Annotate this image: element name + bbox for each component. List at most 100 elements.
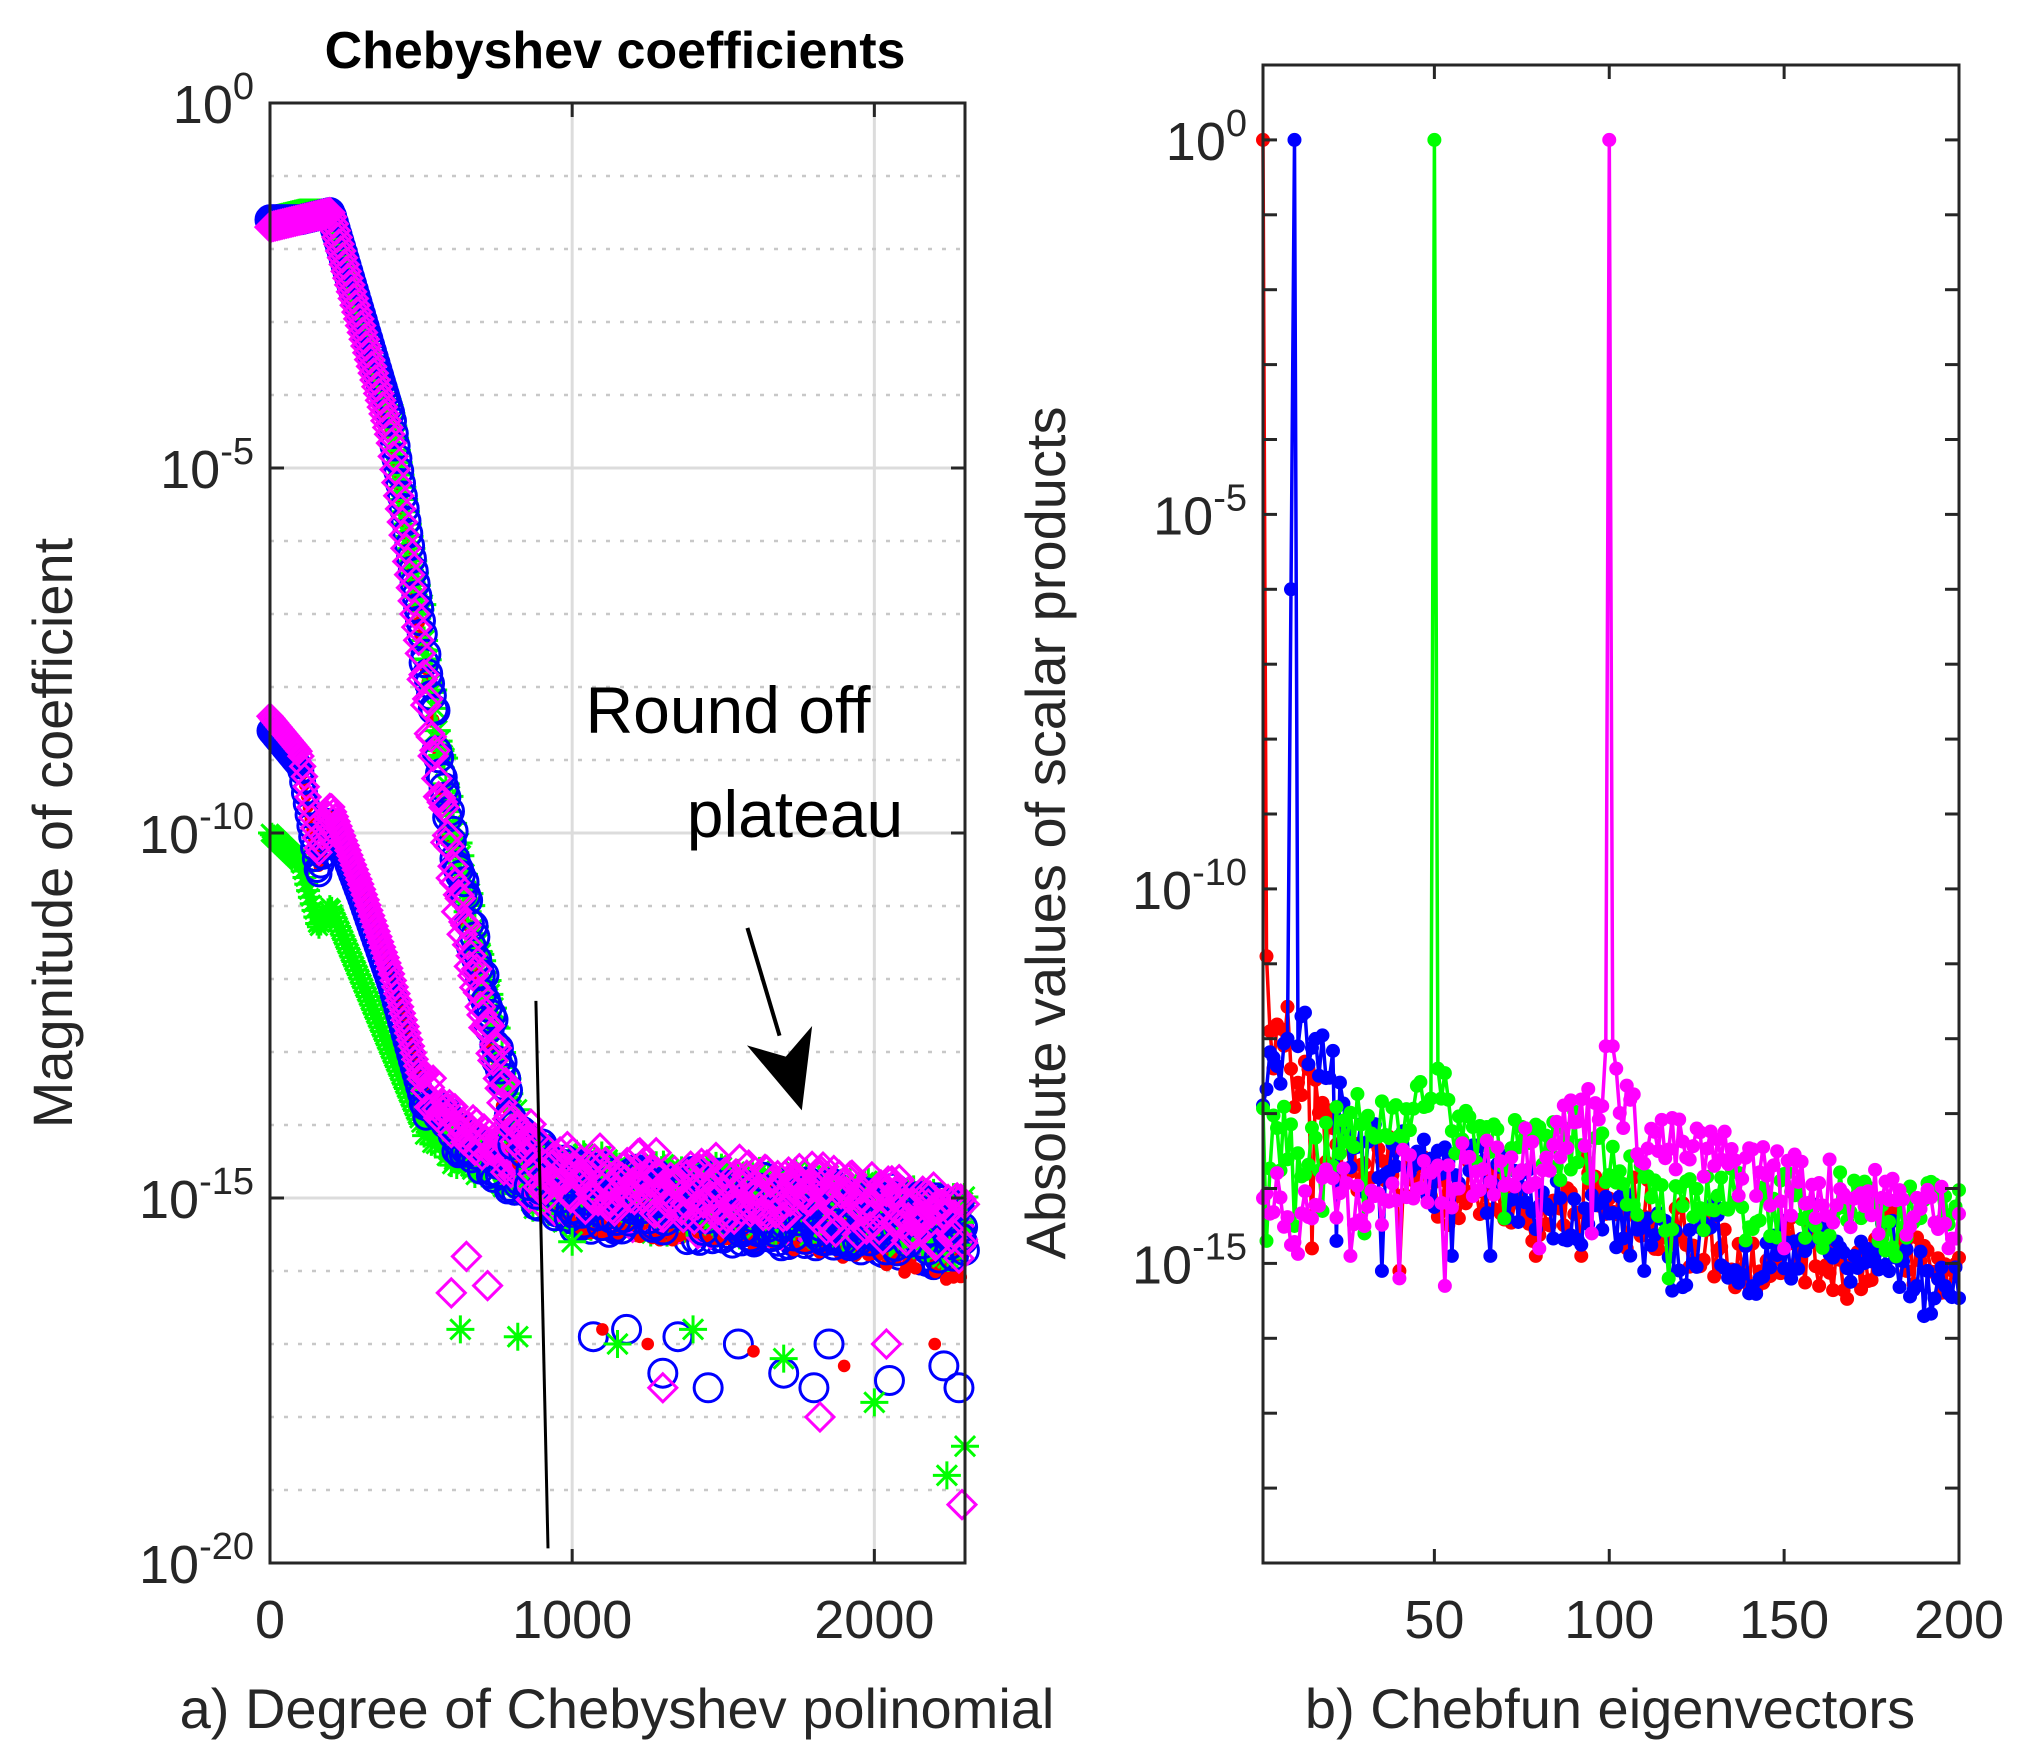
- scalar-product-point: [1689, 1259, 1704, 1274]
- coef-point-magenta: [344, 865, 373, 894]
- scalar-product-point: [1840, 1291, 1855, 1306]
- coef-point-magenta: [415, 720, 448, 754]
- scalar-product-point: [1283, 1061, 1298, 1076]
- coef-point-blue: [457, 910, 489, 942]
- coef-point-green: [368, 1015, 393, 1040]
- outlier-point: [945, 1488, 979, 1521]
- scalar-product-point: [1707, 1269, 1722, 1284]
- panel-a-annotation: Round off plateau: [585, 673, 904, 1111]
- scalar-product-point: [1287, 1099, 1302, 1114]
- scalar-product-point: [1682, 1152, 1697, 1167]
- outlier-point: [873, 1365, 905, 1396]
- scalar-product-point: [1574, 1092, 1589, 1107]
- outliers: [596, 1323, 942, 1373]
- scalar-product-point: [1794, 1154, 1809, 1169]
- coef-point-green: [359, 993, 384, 1018]
- scalar-product-point: [1766, 1158, 1781, 1173]
- annotation-line-2: plateau: [687, 777, 904, 851]
- scalar-product-point: [1637, 1156, 1652, 1171]
- coef-point-green: [355, 984, 380, 1009]
- coef-point-magenta: [320, 221, 354, 254]
- outlier-point: [860, 1388, 889, 1417]
- scalar-product-point: [1584, 1226, 1599, 1241]
- coef-point-magenta: [433, 830, 466, 863]
- scalar-product-point: [1427, 132, 1442, 147]
- outlier-point: [558, 1227, 587, 1256]
- panel-b-data: [1256, 132, 1966, 1324]
- scalar-product-point: [1749, 1286, 1764, 1301]
- coef-point-magenta: [466, 998, 499, 1032]
- coef-point-green: [374, 1028, 399, 1053]
- scalar-product-point: [1549, 1114, 1564, 1129]
- coef-point-magenta: [355, 896, 384, 925]
- scalar-product-point: [1329, 1233, 1344, 1248]
- scalar-product-point: [1616, 1121, 1631, 1136]
- scalar-product-point: [1738, 1233, 1753, 1248]
- coef-point-green: [325, 910, 350, 935]
- coef-point-magenta: [480, 1031, 513, 1065]
- outlier-point: [747, 1345, 760, 1358]
- coef-point-green: [745, 1156, 774, 1185]
- coef-point-magenta: [326, 816, 355, 846]
- scalar-product-point: [1798, 1275, 1813, 1290]
- y-tick-label: 10-20: [139, 1526, 254, 1595]
- scalar-product-point: [1798, 1230, 1813, 1245]
- scalar-product-point: [1630, 1207, 1645, 1222]
- scalar-product-point: [1374, 1263, 1389, 1278]
- scalar-product-point: [1483, 1174, 1498, 1189]
- scalar-product-point: [1927, 1291, 1942, 1306]
- scalar-product-point: [1266, 1205, 1281, 1220]
- coef-point-magenta: [346, 869, 375, 899]
- panel-a: Chebyshev coefficients Round off plateau…: [21, 22, 1054, 1740]
- scalar-product-point: [1451, 1181, 1466, 1196]
- scalar-product-point: [1497, 1211, 1512, 1226]
- coef-point-blue: [385, 467, 417, 499]
- coef-point-blue: [426, 761, 458, 793]
- coef-point-green: [386, 461, 415, 490]
- scalar-product-point: [1528, 1175, 1543, 1190]
- scalar-product-point: [1385, 1176, 1400, 1191]
- outlier-point: [503, 1322, 532, 1351]
- scalar-product-point: [1829, 1198, 1844, 1213]
- coef-point-green: [384, 1054, 409, 1079]
- scalar-product-point: [1290, 1039, 1305, 1054]
- scalar-product-point: [1763, 1260, 1778, 1275]
- scalar-product-point: [1542, 1163, 1557, 1178]
- scalar-product-point: [1777, 1241, 1792, 1256]
- coef-point-green: [352, 975, 377, 1000]
- coef-point-magenta: [317, 792, 346, 822]
- scalar-product-point: [1570, 1114, 1585, 1129]
- coef-point-magenta: [350, 880, 379, 909]
- scalar-product-point: [1388, 1098, 1403, 1113]
- scalar-product-point: [1773, 1194, 1788, 1209]
- scalar-product-point: [1822, 1265, 1837, 1280]
- coef-point-magenta: [370, 938, 399, 967]
- scalar-product-point: [1542, 1202, 1557, 1217]
- coef-point-magenta: [361, 912, 390, 941]
- scalar-product-point: [1318, 1115, 1333, 1130]
- coef-point-magenta: [359, 906, 388, 936]
- coef-point-green: [370, 1019, 395, 1044]
- scalar-product-point: [1518, 1121, 1533, 1136]
- scalar-product-point: [1280, 1031, 1295, 1046]
- scalar-product-point: [1437, 1140, 1452, 1155]
- coef-point-magenta: [333, 836, 363, 865]
- coef-point-magenta: [623, 1136, 656, 1170]
- scalar-product-point: [1563, 1093, 1578, 1108]
- coef-point-green: [721, 1195, 750, 1224]
- scalar-product-point: [1332, 1186, 1347, 1201]
- scalar-product-point: [1752, 1213, 1767, 1228]
- coef-point-green: [341, 949, 366, 974]
- coef-point-magenta: [475, 1127, 504, 1156]
- coef-point-magenta: [321, 802, 350, 831]
- scalar-product-point: [1801, 1195, 1816, 1210]
- scalar-product-point: [1791, 1174, 1806, 1189]
- scalar-product-point: [1472, 1183, 1487, 1198]
- scalar-product-point: [1749, 1188, 1764, 1203]
- coef-point-green: [357, 988, 382, 1013]
- scalar-product-point: [1871, 1226, 1886, 1241]
- scalar-product-point: [1420, 1195, 1435, 1210]
- coef-point-green: [397, 534, 426, 563]
- coef-point-magenta: [685, 1147, 718, 1180]
- scalar-product-point: [1763, 1198, 1778, 1213]
